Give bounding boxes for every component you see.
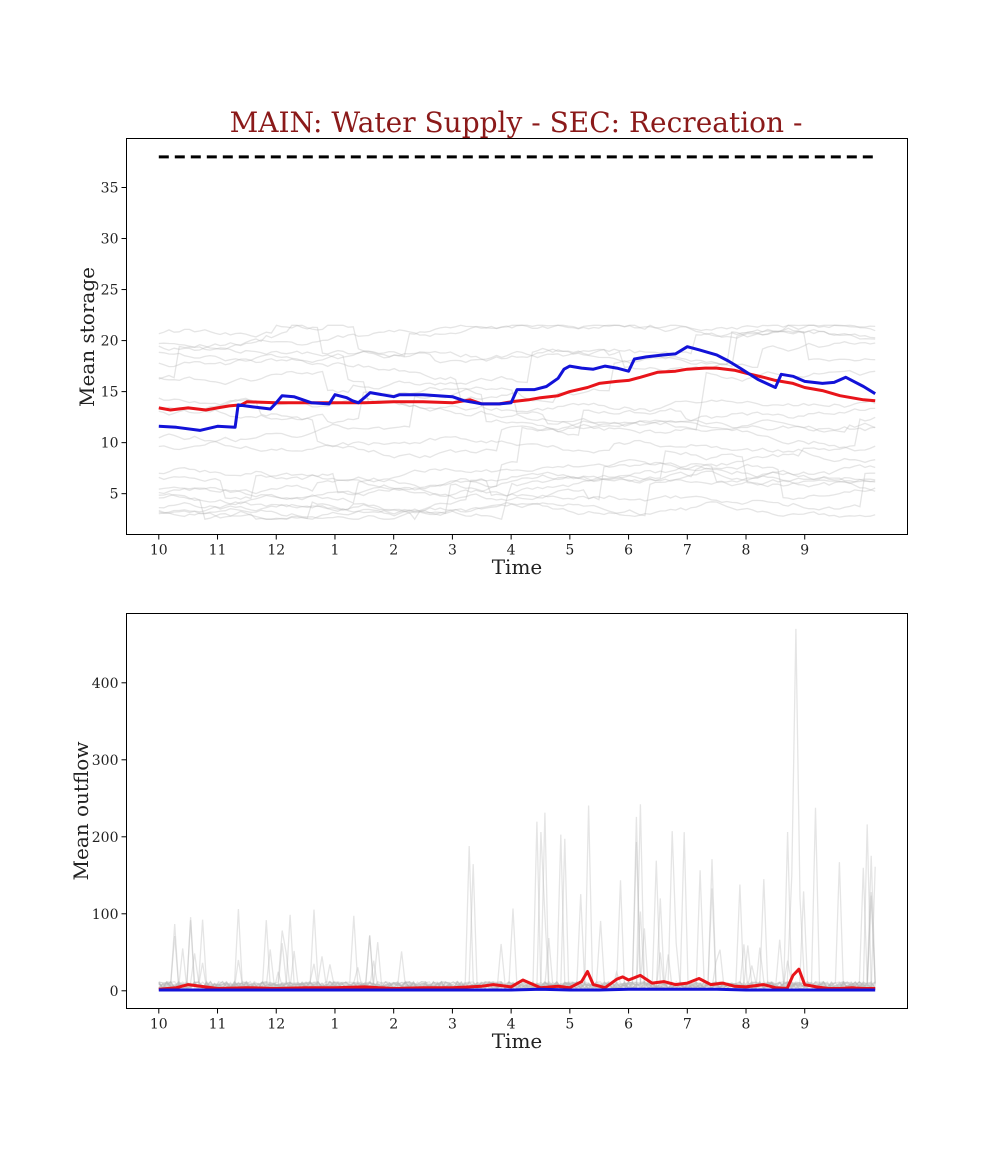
x-tick-label: 12 <box>267 543 285 559</box>
member-trace <box>158 816 876 992</box>
outflow-series <box>158 967 876 992</box>
storage-x-axis-label: Time <box>492 555 543 579</box>
outflow-x-axis-label: Time <box>492 1029 543 1053</box>
storage-y-axis: 5 10 15 20 25 30 35 <box>101 180 127 503</box>
storage-series <box>158 345 876 432</box>
member-trace <box>158 464 876 520</box>
x-tick-label: 10 <box>150 1017 168 1033</box>
member-trace <box>158 807 876 991</box>
member-trace <box>158 419 876 500</box>
member-trace <box>158 386 876 452</box>
x-tick-label: 11 <box>209 543 227 559</box>
member-trace <box>158 324 876 380</box>
member-trace <box>158 501 876 518</box>
y-tick-label: 5 <box>110 487 119 503</box>
y-tick-label: 30 <box>101 232 119 248</box>
member-trace <box>158 463 876 521</box>
storage-plot-frame <box>126 138 908 535</box>
member-trace <box>158 804 876 991</box>
x-tick-label: 11 <box>209 1017 227 1033</box>
x-tick-label: 7 <box>683 543 692 559</box>
member-trace <box>158 386 876 434</box>
storage-y-axis-label: Mean storage <box>75 267 99 407</box>
member-trace <box>158 831 876 991</box>
member-trace <box>158 324 876 351</box>
member-trace <box>158 407 876 459</box>
x-tick-label: 5 <box>565 1017 574 1033</box>
y-tick-label: 15 <box>101 385 119 401</box>
x-tick-label: 2 <box>389 543 398 559</box>
storage-member-traces <box>158 324 876 521</box>
member-trace <box>158 458 876 502</box>
x-tick-label: 7 <box>683 1017 692 1033</box>
member-trace <box>158 812 876 991</box>
blue-series-line <box>158 345 876 432</box>
x-tick-label: 9 <box>800 1017 809 1033</box>
x-tick-label: 4 <box>507 1017 516 1033</box>
x-tick-label: 1 <box>331 1017 340 1033</box>
storage-x-axis: 10 11 12 1 2 3 4 5 6 7 8 9 <box>150 534 809 559</box>
x-tick-label: 6 <box>624 543 633 559</box>
x-tick-label: 5 <box>565 543 574 559</box>
x-tick-label: 3 <box>448 1017 457 1033</box>
member-trace <box>158 821 876 991</box>
member-trace <box>158 416 876 505</box>
x-tick-label: 10 <box>150 543 168 559</box>
x-tick-label: 12 <box>267 1017 285 1033</box>
member-trace <box>158 834 876 991</box>
x-tick-label: 9 <box>800 543 809 559</box>
member-trace <box>786 628 806 987</box>
member-trace <box>158 324 876 357</box>
y-tick-label: 0 <box>110 984 119 1000</box>
outflow-member-traces <box>158 628 876 992</box>
y-tick-label: 20 <box>101 334 119 350</box>
x-tick-label: 6 <box>624 1017 633 1033</box>
member-trace <box>158 832 876 992</box>
member-trace <box>158 472 876 513</box>
blue-series-line <box>158 987 876 992</box>
outflow-y-axis-label: Mean outflow <box>69 742 93 881</box>
member-trace <box>158 805 876 992</box>
x-tick-label: 4 <box>507 543 516 559</box>
member-trace <box>158 327 876 394</box>
y-tick-label: 300 <box>92 753 119 769</box>
member-trace <box>158 471 876 495</box>
x-tick-label: 8 <box>742 543 751 559</box>
outflow-plot-frame <box>126 613 908 1009</box>
y-tick-label: 25 <box>101 283 119 299</box>
red-series-line <box>158 967 876 991</box>
member-trace <box>158 470 876 520</box>
x-tick-label: 2 <box>389 1017 398 1033</box>
outflow-x-axis: 10 11 12 1 2 3 4 5 6 7 8 9 <box>150 1008 809 1033</box>
x-tick-label: 8 <box>742 1017 751 1033</box>
red-series-line <box>158 366 876 412</box>
chart-title: MAIN: Water Supply - SEC: Recreation - <box>230 106 803 139</box>
member-trace <box>158 324 876 364</box>
member-trace <box>158 353 876 413</box>
x-tick-label: 1 <box>331 543 340 559</box>
y-tick-label: 400 <box>92 676 119 692</box>
member-trace <box>158 433 876 464</box>
member-trace <box>158 838 876 991</box>
y-tick-label: 200 <box>92 830 119 846</box>
y-tick-label: 10 <box>101 436 119 452</box>
outflow-y-axis: 0 100 200 300 400 <box>92 676 127 1000</box>
y-tick-label: 100 <box>92 907 119 923</box>
y-tick-label: 35 <box>101 180 119 196</box>
member-trace <box>158 450 876 500</box>
x-tick-label: 3 <box>448 543 457 559</box>
